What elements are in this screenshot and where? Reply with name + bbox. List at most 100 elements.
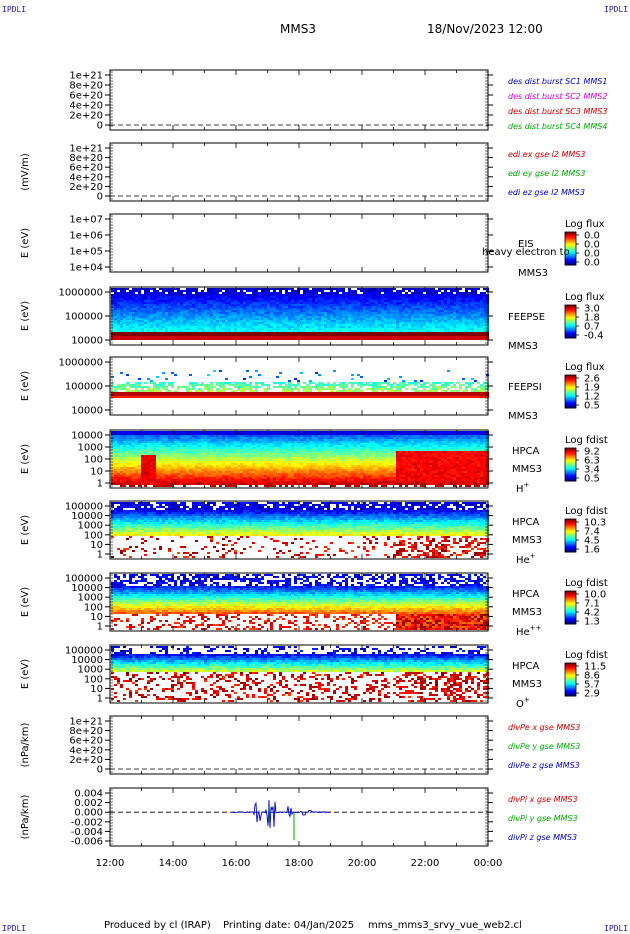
panel-3-colorbar-band xyxy=(565,249,576,252)
panel-8-colorbar-band xyxy=(565,615,576,618)
panel-9-colorbar-band xyxy=(565,667,576,669)
panel-4-colorbar-band xyxy=(565,320,576,322)
panel-3-ytick-label: 1e+04 xyxy=(69,263,103,274)
panel-6-label: H+ xyxy=(516,481,530,495)
panel-1-legend-entry: des dist burst SC3 MMS3 xyxy=(508,107,607,116)
panel-8-colorbar-band xyxy=(565,599,576,602)
panel-10-legend-entry: divPe y gse MMS3 xyxy=(508,742,580,751)
panel-8-colorbar-band xyxy=(565,593,576,596)
panel-7-ylabel: E (eV) xyxy=(20,515,31,545)
panel-8-colorbar-label: 4.2 xyxy=(584,608,600,619)
panel-5-label: FEEPSI xyxy=(508,382,542,393)
panel-8-label: HPCA xyxy=(512,589,540,600)
panel-9-ytick-label: 100000 xyxy=(65,646,103,657)
panel-8-colorbar-band xyxy=(565,617,576,619)
panel-6-colorbar-band xyxy=(565,450,576,453)
panel-9-colorbar-band xyxy=(565,693,576,696)
panel-6-colorbar-band xyxy=(565,478,576,481)
panel-11-legend-entry: divPi z gse MMS3 xyxy=(508,833,577,842)
panel-5-colorbar-band xyxy=(565,402,576,405)
panel-3-colorbar-band xyxy=(565,263,576,266)
panel-3-colorbar-band xyxy=(565,259,576,262)
panel-3-colorbar-title: Log flux xyxy=(565,219,605,230)
panel-9-colorbar-band xyxy=(565,690,576,693)
panel-4-colorbar-band xyxy=(565,311,576,314)
panel-6-spectrogram-cells xyxy=(111,431,489,487)
panel-9-colorbar-band xyxy=(565,664,576,667)
panel-7-colorbar-band xyxy=(565,543,576,546)
panel-7-colorbar-label: 1.6 xyxy=(584,545,600,556)
panel-3-colorbar-band xyxy=(565,251,576,254)
panel-10 xyxy=(105,715,493,775)
panel-5-colorbar-band xyxy=(565,403,576,406)
panel-10-legend-entry: divPe z gse MMS3 xyxy=(508,761,580,770)
panel-10-ytick-label: 4e+20 xyxy=(69,745,103,756)
time-axis-label: 14:00 xyxy=(159,858,188,869)
panel-3-colorbar-band xyxy=(565,234,576,237)
panel-2-ytick-label: 6e+20 xyxy=(69,163,103,174)
panel-7-ytick-label: 1 xyxy=(97,550,103,561)
panel-11-ytick-label: 0.000 xyxy=(74,808,103,819)
panel-4-colorbar-band xyxy=(565,321,576,324)
panel-8-colorbar-band xyxy=(565,614,576,617)
panel-2-ytick-label: 1e+21 xyxy=(69,144,103,155)
panel-9-colorbar-band xyxy=(565,675,576,678)
panel-4 xyxy=(105,286,579,346)
panel-6-colorbar-band xyxy=(565,479,576,482)
panel-4-colorbar-title: Log flux xyxy=(565,292,605,303)
panel-11-ytick-label: 0.004 xyxy=(74,789,103,800)
panel-8-colorbar-band xyxy=(565,608,576,611)
panel-9-colorbar-band xyxy=(565,669,576,672)
panel-8-label: He++ xyxy=(516,624,542,638)
panel-11-ytick-label: -0.006 xyxy=(71,837,103,848)
panel-7-colorbar-band xyxy=(565,527,576,530)
panel-9-colorbar-band xyxy=(565,668,576,671)
panel-4-colorbar-band xyxy=(565,307,576,310)
panel-6-colorbar-label: 0.5 xyxy=(584,474,600,485)
panel-3-colorbar-band xyxy=(565,262,576,265)
panel-8-colorbar-band xyxy=(565,622,576,625)
panel-4-ytick-label: 100000 xyxy=(65,312,103,323)
panel-8-colorbar-label: 1.3 xyxy=(584,617,600,628)
panel-3-colorbar-band xyxy=(565,255,576,258)
panel-8-colorbar-band xyxy=(565,618,576,621)
panel-7-colorbar-band xyxy=(565,539,576,542)
panel-6-colorbar-band xyxy=(565,453,576,456)
panel-8-colorbar-band xyxy=(565,602,576,604)
panel-5-colorbar-band xyxy=(565,381,576,384)
panel-8-colorbar-band xyxy=(565,603,576,606)
panel-3-overlay-text: heavy electron to xyxy=(482,247,570,258)
panel-4-label: FEEPSE xyxy=(508,312,545,323)
panel-9-colorbar-label: 11.5 xyxy=(584,662,606,673)
panel-6-colorbar-band xyxy=(565,457,576,460)
panel-5-colorbar-band xyxy=(565,392,576,395)
panel-8-colorbar-frame xyxy=(564,590,577,625)
panel-11-ylabel: (nPa/km) xyxy=(20,795,31,840)
footer-filename: mms_mms3_srvy_vue_web2.cl xyxy=(368,920,522,931)
panel-5-colorbar-band xyxy=(565,394,576,397)
panel-9-colorbar-band xyxy=(565,683,576,686)
panel-5-colorbar-label: 1.9 xyxy=(584,383,600,394)
panel-2-ytick-label: 2e+20 xyxy=(69,182,103,193)
panel-3-colorbar-label: 0.0 xyxy=(584,240,600,251)
panel-8-colorbar-band xyxy=(565,613,576,615)
panel-8-colorbar-title: Log fdist xyxy=(565,578,608,589)
panel-7-colorbar-band xyxy=(565,545,576,547)
panel-3-colorbar-frame xyxy=(564,231,577,266)
panel-8-ytick-label: 100 xyxy=(84,602,103,613)
panel-9-ytick-label: 10000 xyxy=(71,655,103,666)
panel-5-ytick-label: 10000 xyxy=(71,406,103,417)
panel-9-colorbar-band xyxy=(565,678,576,680)
panel-7-colorbar-band xyxy=(565,538,576,541)
panel-4-colorbar-band xyxy=(565,333,576,336)
time-axis-label: 12:00 xyxy=(96,858,125,869)
panel-8-ylabel: E (eV) xyxy=(20,587,31,617)
panel-10-frame xyxy=(109,715,489,775)
panel-7-colorbar-band xyxy=(565,535,576,538)
panel-5-ylabel: E (eV) xyxy=(20,371,31,401)
panel-6-colorbar-title: Log fdist xyxy=(565,435,608,446)
panel-5-ytick-label: 1000000 xyxy=(58,358,103,369)
panel-7-colorbar-band xyxy=(565,541,576,543)
panel-5-colorbar-band xyxy=(565,405,576,408)
panel-9-colorbar-band xyxy=(565,686,576,689)
